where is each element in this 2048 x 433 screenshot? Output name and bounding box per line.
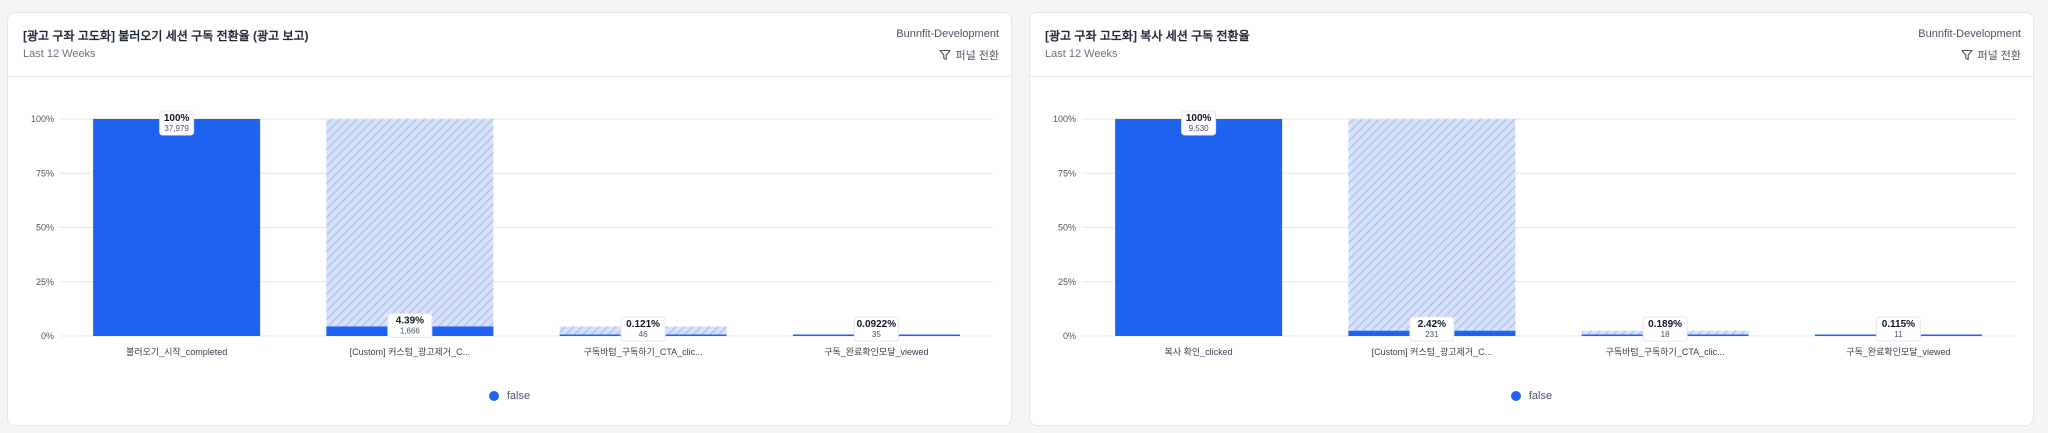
- bar-percent-label: 0.115%: [1882, 319, 1915, 330]
- bar-label: 0.0922%35: [853, 316, 899, 342]
- bar-label: 100%9,530: [1181, 110, 1217, 136]
- funnel-conversion-button[interactable]: 퍼널 전환: [939, 47, 999, 63]
- conversion-bar[interactable]: [93, 119, 261, 336]
- bar-label: 0.121%46: [620, 316, 666, 342]
- funnel-chart-1: 0%25%50%75%100% 100%37,979불러오기_시작_complet…: [31, 110, 993, 357]
- x-tick-label[interactable]: 구독_완료확인모달_viewed: [824, 346, 928, 357]
- y-tick-label: 75%: [1058, 168, 1076, 178]
- bar-count-label: 46: [639, 330, 648, 339]
- bar-percent-label: 0.0922%: [857, 319, 897, 330]
- bar-percent-label: 4.39%: [396, 315, 424, 326]
- funnel-card-2: [광고 구좌 고도화] 복사 세션 구독 전환율 Last 12 Weeks B…: [1029, 12, 2034, 426]
- card-header: [광고 구좌 고도화] 복사 세션 구독 전환율 Last 12 Weeks B…: [1030, 13, 2033, 77]
- bar-percent-label: 0.121%: [626, 319, 660, 330]
- legend-dot: [488, 391, 499, 401]
- bar-percent-label: 0.189%: [1648, 319, 1682, 330]
- chart-legend[interactable]: false: [8, 390, 1011, 402]
- bar-percent-label: 100%: [164, 113, 190, 124]
- x-tick-label[interactable]: 구독_완료확인모달_viewed: [1846, 346, 1950, 357]
- bar-label: 2.42%231: [1409, 316, 1455, 342]
- dropoff-bar[interactable]: [1348, 119, 1516, 336]
- conversion-bar[interactable]: [1115, 119, 1283, 336]
- y-tick-label: 25%: [36, 277, 54, 287]
- y-tick-label: 0%: [41, 331, 54, 341]
- x-tick-label[interactable]: 구독바텀_구독하기_CTA_clic...: [584, 346, 703, 357]
- funnel-icon: [1961, 49, 1974, 61]
- funnel-conversion-label: 퍼널 전환: [955, 50, 999, 62]
- bar-count-label: 231: [1425, 330, 1439, 339]
- y-tick-label: 50%: [36, 223, 54, 233]
- bar-count-label: 11: [1894, 330, 1903, 339]
- project-name: Bunnfit-Development: [896, 28, 999, 40]
- bar-label: 0.115%11: [1875, 316, 1921, 342]
- card-subtitle: Last 12 Weeks: [1045, 48, 1118, 60]
- chart-legend[interactable]: false: [1030, 390, 2033, 402]
- funnel-card-1: [광고 구좌 고도화] 불러오기 세션 구독 전환율 (광고 보고) Last …: [7, 12, 1012, 426]
- bar-count-label: 1,666: [400, 326, 421, 335]
- funnel-conversion-button[interactable]: 퍼널 전환: [1961, 47, 2021, 63]
- x-tick-label[interactable]: 복사 확인_clicked: [1165, 346, 1233, 357]
- card-header: [광고 구좌 고도화] 불러오기 세션 구독 전환율 (광고 보고) Last …: [8, 13, 1011, 77]
- card-title[interactable]: [광고 구좌 고도화] 불러오기 세션 구독 전환율 (광고 보고): [23, 29, 309, 43]
- card-subtitle: Last 12 Weeks: [23, 48, 96, 60]
- y-tick-label: 0%: [1063, 331, 1076, 341]
- bar-percent-label: 100%: [1186, 113, 1212, 124]
- bar-count-label: 37,979: [164, 124, 189, 133]
- y-tick-label: 25%: [1058, 277, 1076, 287]
- legend-dot: [1510, 391, 1521, 401]
- legend-label: false: [1528, 390, 1553, 402]
- bar-label: 4.39%1,666: [387, 312, 433, 338]
- bar-count-label: 9,530: [1189, 124, 1210, 133]
- x-tick-label[interactable]: [Custom] 커스텀_광고제거_C...: [350, 346, 470, 357]
- x-tick-label[interactable]: [Custom] 커스텀_광고제거_C...: [1372, 346, 1492, 357]
- bar-count-label: 18: [1661, 330, 1670, 339]
- bar-percent-label: 2.42%: [1418, 319, 1446, 330]
- funnel-conversion-label: 퍼널 전환: [1977, 50, 2021, 62]
- bar-label: 100%37,979: [159, 110, 195, 136]
- card-title[interactable]: [광고 구좌 고도화] 복사 세션 구독 전환율: [1045, 29, 1250, 43]
- legend-label: false: [506, 390, 531, 402]
- y-tick-label: 50%: [1058, 223, 1076, 233]
- y-tick-label: 75%: [36, 168, 54, 178]
- y-tick-label: 100%: [31, 114, 54, 124]
- y-tick-label: 100%: [1053, 114, 1076, 124]
- dropoff-bar[interactable]: [326, 119, 494, 336]
- x-tick-label[interactable]: 불러오기_시작_completed: [126, 347, 227, 357]
- bar-label: 0.189%18: [1642, 316, 1688, 342]
- funnel-icon: [939, 49, 952, 61]
- x-tick-label[interactable]: 구독바텀_구독하기_CTA_clic...: [1606, 346, 1725, 357]
- bar-count-label: 35: [872, 330, 881, 339]
- project-name: Bunnfit-Development: [1918, 28, 2021, 40]
